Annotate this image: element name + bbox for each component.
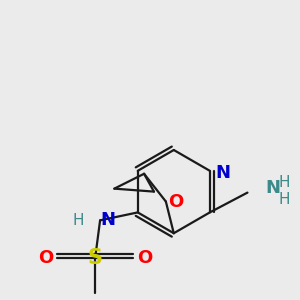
Text: H: H xyxy=(278,192,290,207)
Text: N: N xyxy=(265,178,280,196)
Text: H: H xyxy=(278,175,290,190)
Text: N: N xyxy=(216,164,231,182)
Text: O: O xyxy=(38,249,53,267)
Text: H: H xyxy=(73,213,84,228)
Text: S: S xyxy=(88,248,103,268)
Text: O: O xyxy=(137,249,152,267)
Text: N: N xyxy=(100,211,115,229)
Text: O: O xyxy=(168,193,183,211)
